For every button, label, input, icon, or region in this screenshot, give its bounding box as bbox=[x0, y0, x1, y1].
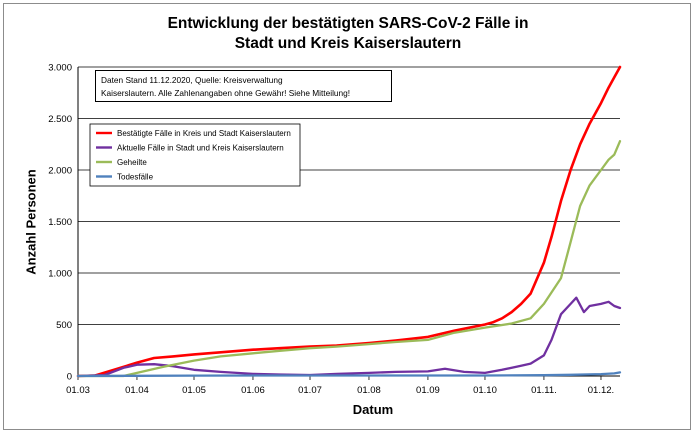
x-tick-label: 01.08 bbox=[357, 385, 381, 396]
x-tick-label: 01.07 bbox=[298, 385, 322, 396]
series-line-2 bbox=[76, 296, 622, 378]
x-tick-label: 01.11. bbox=[531, 385, 557, 396]
chart-title: Entwicklung der bestätigten SARS-CoV-2 F… bbox=[0, 14, 696, 54]
note-line-1: Daten Stand 11.12.2020, Quelle: Kreisver… bbox=[101, 75, 283, 85]
legend-box bbox=[89, 123, 301, 187]
y-tick-label: 500 bbox=[56, 320, 72, 331]
series-line-1 bbox=[76, 65, 622, 378]
data-source-note: Daten Stand 11.12.2020, Quelle: Kreisver… bbox=[95, 70, 392, 102]
chart-title-line-2: Stadt und Kreis Kaiserslautern bbox=[234, 35, 462, 52]
y-tick-label: 2.500 bbox=[48, 114, 72, 125]
legend-label: Geheilte bbox=[117, 158, 147, 167]
legend-label: Todesfälle bbox=[117, 173, 154, 182]
x-tick-label: 01.03 bbox=[66, 385, 90, 396]
legend-label: Aktuelle Fälle in Stadt und Kreis Kaiser… bbox=[117, 144, 284, 153]
y-tick-label: 0 bbox=[67, 372, 72, 383]
series-line-4 bbox=[76, 371, 622, 378]
series-line-3 bbox=[76, 140, 622, 378]
x-axis-label: Datum bbox=[352, 402, 394, 417]
x-tick-label: 01.09 bbox=[416, 385, 440, 396]
note-line-2: Kaiserslautern. Alle Zahlenangaben ohne … bbox=[101, 88, 351, 98]
x-tick-label: 01.04 bbox=[125, 385, 149, 396]
x-tick-label: 01.05 bbox=[182, 385, 206, 396]
chart-title-line-1: Entwicklung der bestätigten SARS-CoV-2 F… bbox=[167, 15, 529, 32]
x-tick-label: 01.12. bbox=[588, 385, 614, 396]
y-tick-label: 3.000 bbox=[48, 63, 72, 74]
x-tick-label: 01.10 bbox=[473, 385, 497, 396]
y-tick-label: 1.000 bbox=[48, 269, 72, 280]
legend-label: Bestätigte Fälle in Kreis und Stadt Kais… bbox=[117, 129, 291, 138]
x-tick-label: 01.06 bbox=[241, 385, 265, 396]
y-tick-label: 1.500 bbox=[48, 217, 72, 228]
y-tick-label: 2.000 bbox=[48, 166, 72, 177]
